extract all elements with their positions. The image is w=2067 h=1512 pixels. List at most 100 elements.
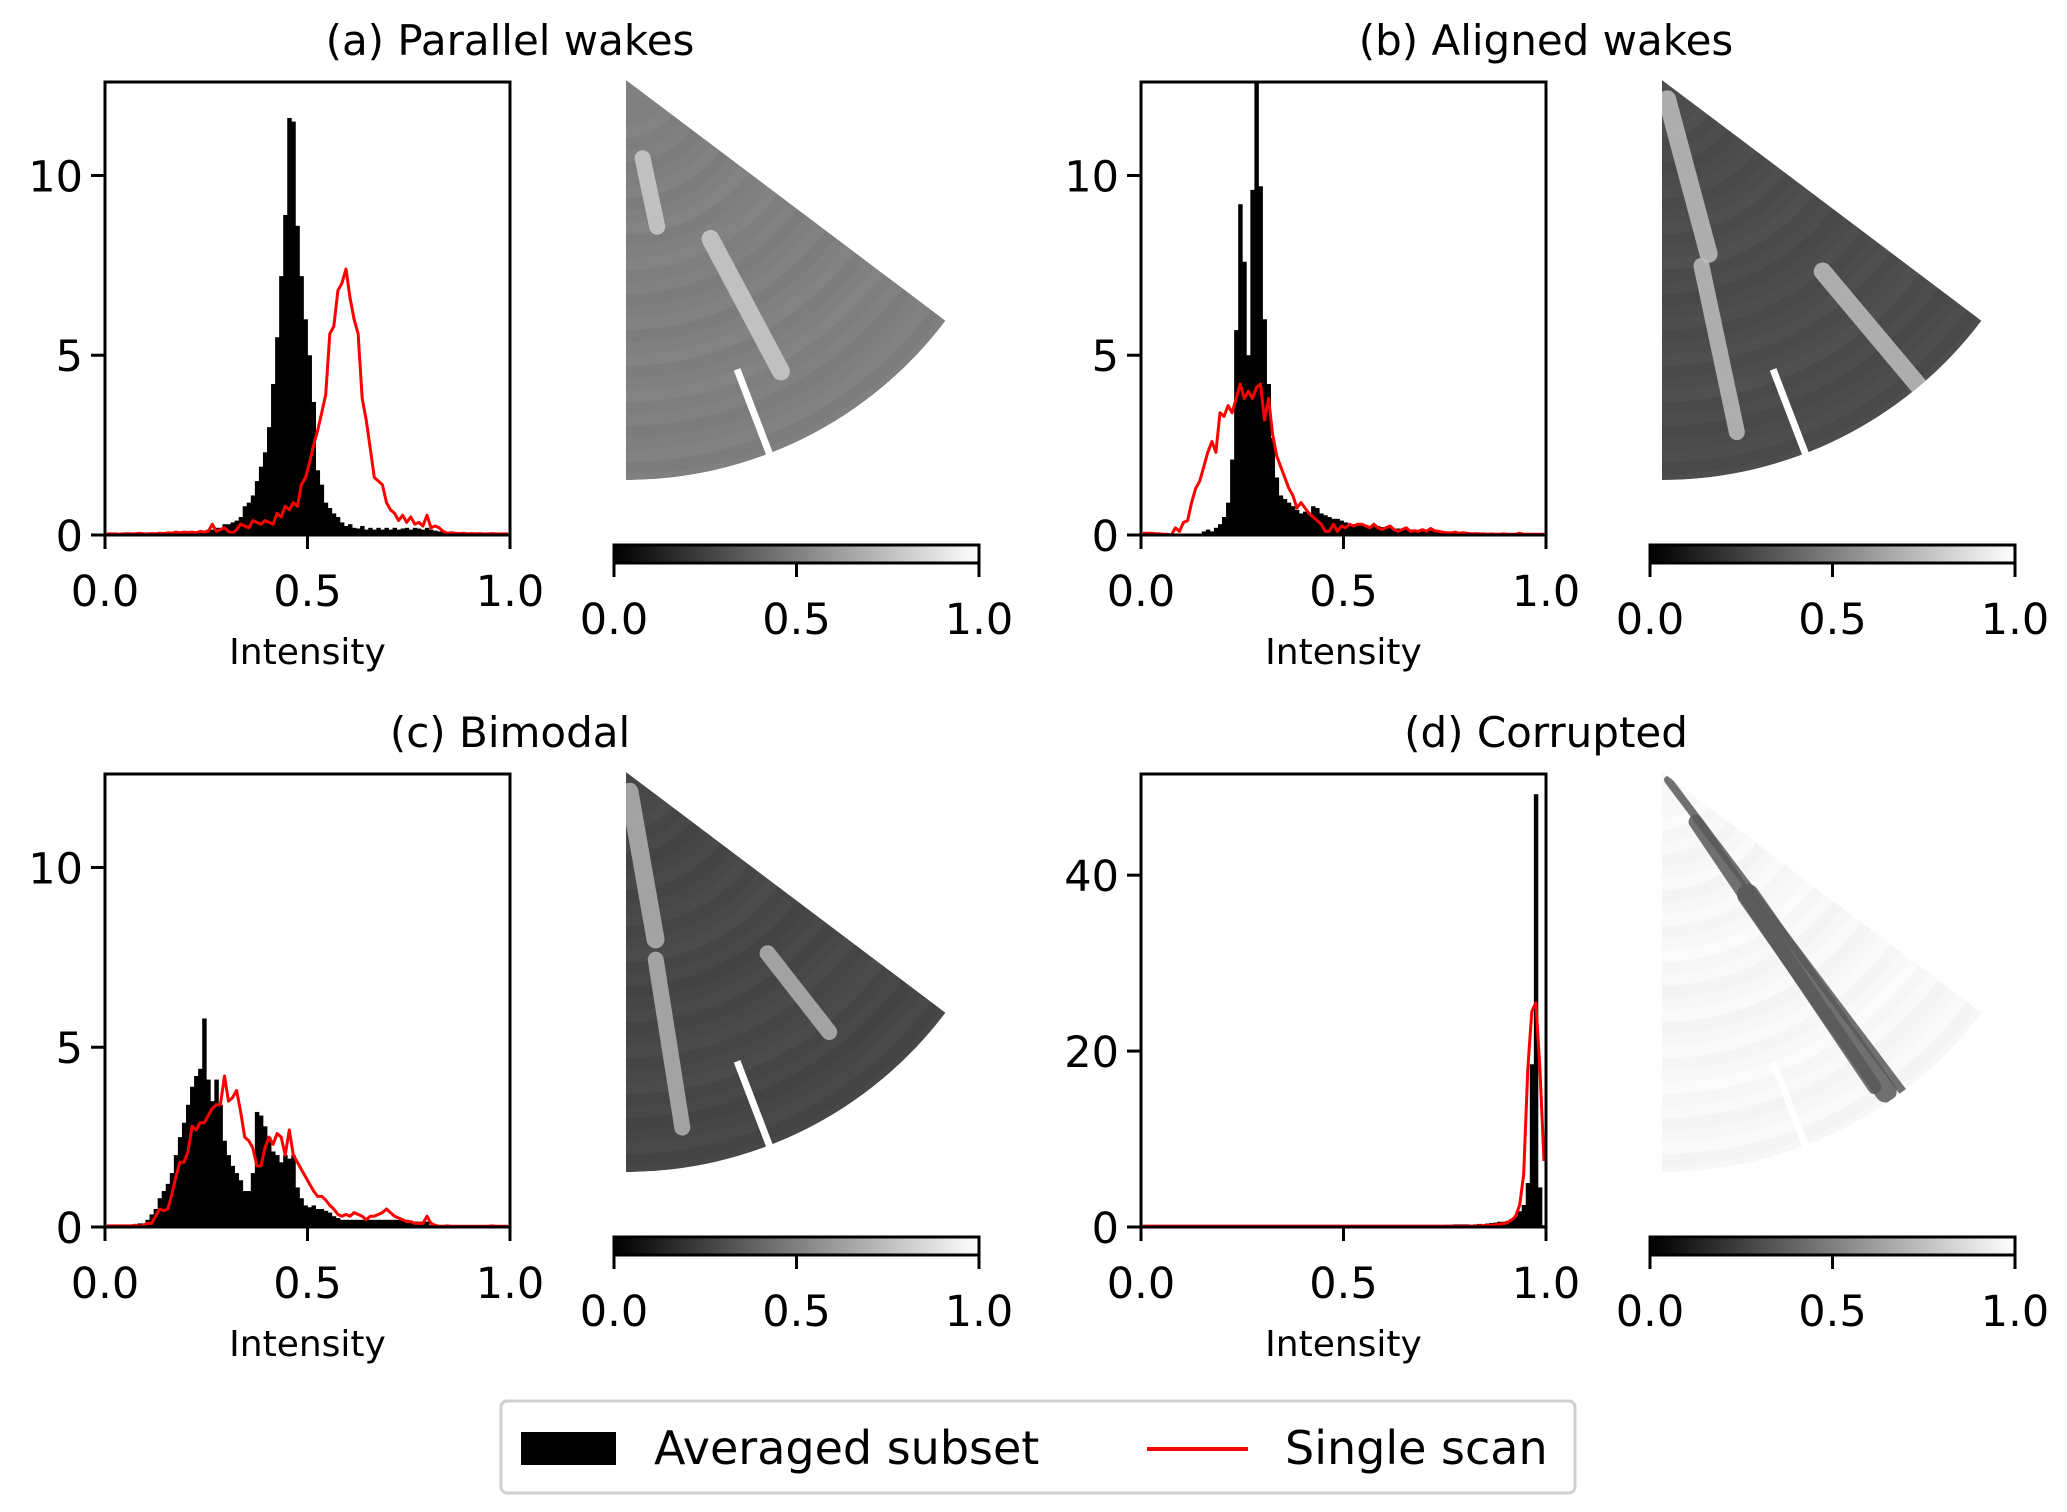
histogram-bar	[1521, 1205, 1527, 1227]
sector-range-gate	[626, 864, 759, 938]
colorbar-tick-label: 0.5	[1798, 1287, 1866, 1337]
histogram-bar	[1205, 529, 1211, 535]
x-tick-label: 0.0	[71, 1259, 139, 1309]
axes-background	[1141, 82, 1546, 535]
histogram-bar	[1234, 330, 1239, 535]
histogram-bar	[1250, 189, 1255, 535]
histogram-bar	[1432, 530, 1438, 535]
histogram-bar	[246, 1191, 252, 1227]
histogram-bar	[1388, 527, 1393, 535]
colorbar: 0.0 0.5 1.0	[580, 543, 1013, 645]
histogram-bar	[424, 527, 430, 535]
histogram-bar	[1217, 524, 1223, 535]
histogram-bar	[420, 529, 426, 535]
sector-range-gate	[626, 309, 941, 474]
legend-label-single-scan: Single scan	[1285, 1421, 1548, 1475]
panel-b: (b) Aligned wakes 0.0 0.5 1.0 0 5 10 Intensity 0…	[1064, 16, 2049, 673]
wake-streak	[1662, 90, 1718, 263]
histogram-bar	[1367, 526, 1373, 535]
colorbar: 0.0 0.5 1.0	[1616, 1235, 2049, 1337]
sector-range-gate	[1662, 143, 1757, 198]
sector-range-gate	[626, 114, 682, 150]
colorbar: 0.0 0.5 1.0	[1616, 543, 2049, 645]
histogram-bar	[186, 1104, 191, 1227]
colorbar-tick-label: 0.5	[1798, 595, 1866, 645]
histogram-bar	[198, 1068, 203, 1227]
single-scan-line	[107, 267, 508, 536]
histogram-bar	[384, 527, 389, 535]
histogram-bar	[210, 529, 215, 535]
sector-range-gate	[1662, 806, 1718, 842]
histogram-bar	[254, 481, 260, 535]
histogram-bar	[368, 527, 373, 535]
sector-range-gate	[1662, 295, 1958, 450]
y-tick-label: 5	[1092, 332, 1119, 382]
histogram-bar	[1230, 459, 1235, 535]
x-axis-label: Intensity	[229, 1324, 386, 1365]
legend: Averaged subset Single scan	[499, 1399, 1577, 1495]
colorbar: 0.0 0.5 1.0	[580, 1235, 1013, 1337]
sector-range-gate	[626, 143, 721, 198]
histogram-bar	[291, 121, 296, 536]
histogram-bar	[1278, 495, 1284, 535]
x-tick-label: 0.0	[1107, 1259, 1175, 1309]
histogram-bar	[400, 528, 406, 535]
sector-range-gate	[626, 850, 740, 914]
histogram-bar	[311, 401, 316, 535]
histogram-bar	[1286, 502, 1292, 535]
sector-range-gate	[626, 129, 702, 174]
histogram-bar	[1226, 502, 1231, 535]
histogram-bar	[181, 1122, 187, 1227]
histogram-bar	[1294, 509, 1300, 535]
histogram-bar	[1363, 524, 1369, 535]
sector-range-gate	[626, 158, 740, 222]
sector-range-gate	[626, 136, 711, 186]
sector-range-gate	[1662, 944, 1900, 1070]
sector-range-gate	[1662, 973, 1939, 1118]
histogram-bar	[1327, 517, 1332, 535]
sector-range-gate	[1662, 799, 1709, 830]
histogram-bar	[283, 215, 288, 535]
sector-range-gate	[1662, 951, 1910, 1082]
sector-range-gate	[1662, 302, 1968, 462]
sector-fill	[1662, 772, 1982, 1172]
histogram-bar	[246, 502, 252, 535]
histogram-bar	[315, 470, 321, 535]
histogram-bar	[299, 276, 304, 535]
sector-range-gate	[626, 879, 778, 962]
histogram-bar	[1428, 530, 1433, 535]
legend-label-averaged-subset: Averaged subset	[654, 1421, 1039, 1475]
wake-streak	[701, 229, 790, 381]
histogram-bar	[218, 1104, 223, 1227]
sector-range-gate	[1662, 871, 1805, 950]
sector-range-gate	[1662, 237, 1881, 354]
histogram-bar	[1392, 528, 1397, 535]
histogram-bar	[218, 527, 223, 535]
histogram-bar	[400, 1219, 406, 1227]
sector-range-gate	[1662, 958, 1920, 1094]
sector-range-gate	[626, 1001, 941, 1166]
histogram-bar	[210, 1101, 215, 1227]
colorbar-tick-label: 0.5	[762, 595, 830, 645]
histogram-bar	[271, 1151, 276, 1227]
histogram-bar	[412, 527, 418, 535]
histogram-bar	[291, 1155, 296, 1227]
colorbar-tick-label: 1.0	[945, 595, 1013, 645]
histogram-bar	[392, 527, 397, 535]
histogram-bar	[222, 1140, 227, 1227]
sector-range-gate	[626, 994, 932, 1154]
sector-range-gate	[1662, 879, 1814, 962]
histogram-bar	[234, 1173, 240, 1227]
histogram-bar	[271, 384, 276, 535]
histogram-bar	[250, 1173, 256, 1227]
histogram-bar	[343, 1219, 349, 1227]
sector-range-gate	[1662, 187, 1814, 270]
histogram-bar	[416, 528, 422, 535]
sector-fill	[626, 80, 946, 480]
histogram-bar	[1209, 531, 1215, 535]
sector-range-gate	[1662, 223, 1862, 330]
scan-sector-image	[1662, 80, 1982, 480]
sector-range-gate	[626, 165, 749, 234]
wake-streak	[647, 951, 691, 1136]
histogram-bar	[360, 526, 365, 535]
